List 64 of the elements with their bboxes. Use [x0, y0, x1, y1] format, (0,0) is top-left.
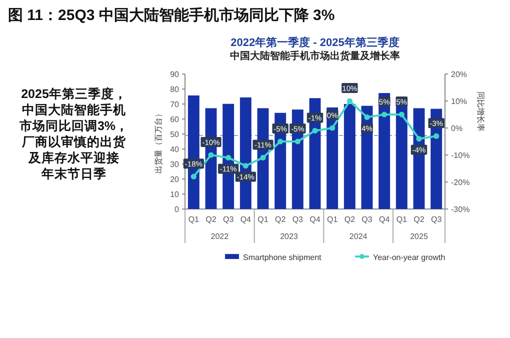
x-tick-label: Q2	[206, 215, 217, 224]
y-tick-label: 30	[170, 160, 180, 169]
text: 市场同比回调3%，	[18, 118, 129, 133]
y2-axis-title: 同比增长率	[476, 92, 485, 132]
x-tick-label: Q3	[430, 215, 442, 224]
y2-tick-label: -20%	[451, 178, 470, 187]
point	[260, 154, 266, 160]
x-tick-label: Q4	[240, 215, 252, 224]
y-tick-label: 0	[174, 205, 180, 214]
text: 2023	[280, 232, 298, 241]
x-tick-label: Q4	[378, 215, 390, 224]
y-tick-label: 50	[170, 130, 180, 139]
x-tick-label: Q2	[274, 215, 286, 224]
point	[364, 114, 370, 120]
x-tick-label: Q4	[310, 215, 321, 224]
text: 2024	[349, 232, 368, 241]
y-tick-label: 70	[170, 100, 180, 109]
x-tick-label: Q2	[344, 215, 356, 224]
legend-label: Year-on-year growth	[373, 253, 446, 262]
y2-tick-label: 0%	[451, 124, 463, 133]
point	[416, 136, 422, 142]
legend-label: Smartphone shipment	[243, 253, 322, 262]
point	[382, 112, 388, 118]
x-tick-label: Q1	[396, 215, 408, 224]
y-axis-title: 出货量（百万台）	[154, 110, 163, 174]
y2-tick-label: -30%	[451, 205, 470, 214]
point	[398, 112, 404, 118]
point	[242, 163, 248, 169]
text: 2025年第三季度，	[21, 86, 127, 101]
x-tick-label: Q3	[292, 215, 304, 224]
text: 2025	[410, 232, 428, 241]
text: 年末节日季	[40, 166, 106, 181]
x-tick-label: Q3	[222, 215, 234, 224]
y-tick-label: 80	[170, 85, 180, 94]
point	[434, 133, 440, 139]
point	[190, 174, 196, 180]
point	[226, 154, 232, 160]
y2-tick-label: -10%	[451, 151, 470, 160]
point	[312, 128, 318, 134]
point	[278, 138, 284, 144]
y-tick-label: 10	[170, 190, 180, 199]
y-tick-label: 90	[170, 70, 180, 79]
x-tick-label: Q2	[414, 215, 425, 224]
y-tick-label: 20	[170, 175, 180, 184]
x-tick-label: Q3	[362, 215, 373, 224]
x-tick-label: Q1	[188, 215, 200, 224]
point	[330, 125, 336, 131]
y2-tick-label: 10%	[451, 97, 468, 106]
text: 中国大陆智能手机	[22, 102, 126, 117]
x-tick-label: Q1	[326, 215, 338, 224]
x-tick-label: Q1	[258, 215, 269, 224]
y-tick-label: 60	[170, 115, 180, 124]
text: 中国大陆智能手机市场出货量及增长率	[230, 50, 400, 62]
text: 2022	[210, 232, 230, 241]
point	[208, 152, 214, 158]
point	[346, 98, 352, 104]
text: 及库存水平迎接	[28, 150, 120, 165]
point	[294, 138, 300, 144]
bar	[344, 104, 356, 209]
text: 厂商以审慎的出货	[21, 134, 127, 149]
y-tick-label: 40	[170, 145, 180, 154]
y2-tick-label: 20%	[451, 70, 468, 79]
chart-subtitle: 2022年第一季度 - 2025年第三季度	[230, 36, 400, 49]
chart-title: 图 11：25Q3 中国大陆智能手机市场同比下降 3%	[8, 6, 335, 24]
